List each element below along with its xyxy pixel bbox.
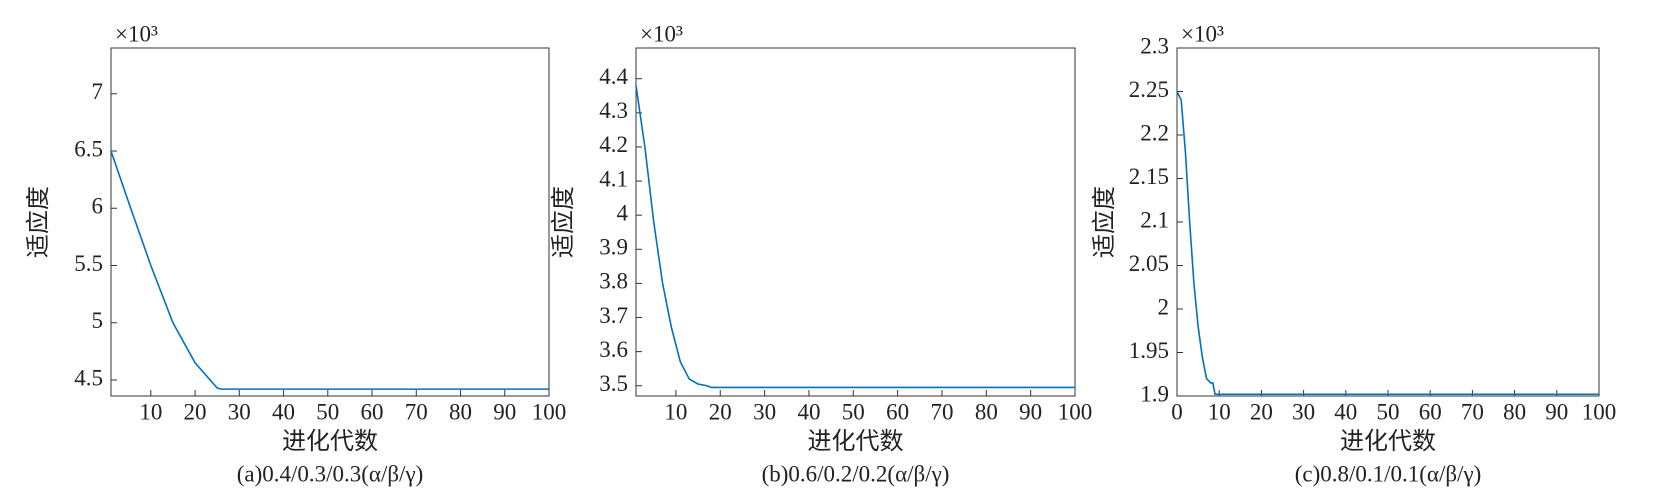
x-tick-label: 30 bbox=[228, 399, 251, 424]
x-tick-label: 50 bbox=[1377, 399, 1400, 424]
x-tick-label: 50 bbox=[316, 399, 339, 424]
y-tick-label: 3.8 bbox=[599, 269, 628, 294]
caption: (a)0.4/0.3/0.3(α/β/γ) bbox=[237, 461, 424, 486]
x-tick-label: 60 bbox=[886, 399, 909, 424]
x-tick-label: 100 bbox=[1058, 399, 1093, 424]
y-tick-label: 1.9 bbox=[1140, 381, 1169, 406]
plot-frame bbox=[635, 47, 1076, 397]
line bbox=[110, 150, 549, 390]
x-tick-label: 90 bbox=[1019, 399, 1042, 424]
plot-frame bbox=[110, 47, 550, 397]
x-tick-label: 70 bbox=[1461, 399, 1484, 424]
y-tick-label: 4.3 bbox=[599, 98, 628, 123]
x-tick-label: 20 bbox=[1250, 399, 1273, 424]
y-tick-label: 6.5 bbox=[74, 136, 103, 161]
x-tick-label: 10 bbox=[139, 399, 162, 424]
x-tick-label: 90 bbox=[493, 399, 516, 424]
line bbox=[1176, 91, 1599, 396]
y-multiplier: ×10³ bbox=[640, 21, 683, 46]
x-axis-label: 进化代数 bbox=[282, 427, 378, 455]
x-tick-label: 20 bbox=[184, 399, 207, 424]
x-tick-label: 100 bbox=[532, 399, 567, 424]
y-tick-label: 5 bbox=[92, 308, 104, 333]
y-multiplier: ×10³ bbox=[1181, 21, 1224, 46]
x-tick-label: 30 bbox=[753, 399, 776, 424]
y-tick-label: 5.5 bbox=[74, 251, 103, 276]
x-tick-label: 10 bbox=[664, 399, 687, 424]
y-multiplier: ×10³ bbox=[115, 21, 158, 46]
y-tick-label: 3.6 bbox=[599, 337, 628, 362]
y-tick-label: 4.5 bbox=[74, 365, 103, 390]
y-tick-label: 2 bbox=[1158, 294, 1170, 319]
x-tick-label: 10 bbox=[1208, 399, 1231, 424]
caption: (c)0.8/0.1/0.1(α/β/γ) bbox=[1295, 461, 1482, 486]
x-tick-label: 60 bbox=[361, 399, 384, 424]
x-tick-label: 0 bbox=[1171, 399, 1183, 424]
x-axis-label: 进化代数 bbox=[808, 427, 904, 455]
y-tick-label: 2.1 bbox=[1140, 207, 1169, 232]
y-tick-label: 4 bbox=[617, 200, 629, 225]
plot-frame bbox=[1176, 47, 1600, 397]
x-tick-label: 40 bbox=[1334, 399, 1357, 424]
y-tick-label: 2.05 bbox=[1129, 251, 1169, 276]
x-tick-label: 90 bbox=[1545, 399, 1568, 424]
x-tick-label: 80 bbox=[975, 399, 998, 424]
x-tick-label: 70 bbox=[405, 399, 428, 424]
y-axis-label: 适应度 bbox=[549, 186, 577, 258]
caption: (b)0.6/0.2/0.2(α/β/γ) bbox=[762, 461, 950, 486]
line bbox=[635, 85, 1075, 389]
x-tick-label: 30 bbox=[1292, 399, 1315, 424]
x-tick-label: 40 bbox=[272, 399, 295, 424]
y-tick-label: 4.4 bbox=[599, 64, 628, 89]
x-tick-label: 20 bbox=[709, 399, 732, 424]
y-axis-label: 适应度 bbox=[24, 186, 52, 258]
y-tick-label: 4.2 bbox=[599, 132, 628, 157]
x-tick-label: 100 bbox=[1582, 399, 1617, 424]
x-tick-label: 60 bbox=[1419, 399, 1442, 424]
y-tick-label: 2.15 bbox=[1129, 164, 1169, 189]
y-tick-label: 6 bbox=[92, 194, 104, 219]
x-tick-label: 70 bbox=[930, 399, 953, 424]
y-tick-label: 3.5 bbox=[599, 371, 628, 396]
y-axis-label: 适应度 bbox=[1090, 186, 1118, 258]
x-tick-label: 50 bbox=[842, 399, 865, 424]
y-tick-label: 2.25 bbox=[1129, 77, 1169, 102]
x-axis-label: 进化代数 bbox=[1340, 427, 1436, 455]
y-tick-label: 3.9 bbox=[599, 235, 628, 260]
x-tick-label: 80 bbox=[1503, 399, 1526, 424]
y-tick-label: 3.7 bbox=[599, 303, 628, 328]
y-tick-label: 4.1 bbox=[599, 166, 628, 191]
y-tick-label: 7 bbox=[92, 79, 104, 104]
y-tick-label: 2.2 bbox=[1140, 120, 1169, 145]
x-tick-label: 80 bbox=[449, 399, 472, 424]
y-tick-label: 2.3 bbox=[1140, 33, 1169, 58]
x-tick-label: 40 bbox=[797, 399, 820, 424]
y-tick-label: 1.95 bbox=[1129, 338, 1169, 363]
